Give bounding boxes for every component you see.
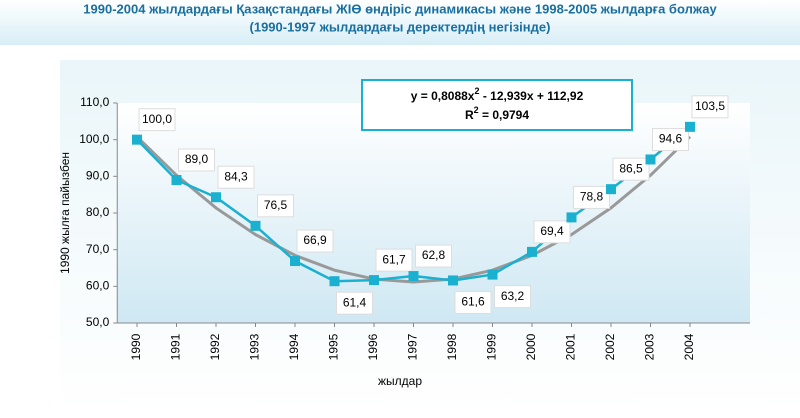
label-box (217, 165, 255, 189)
marker (448, 275, 458, 286)
x-tick-label: 2004 (682, 333, 696, 360)
data-label: 76,5 (264, 198, 288, 212)
y-axis-label: 1990 жылға пайызбен (58, 152, 72, 274)
r2-sup: 2 (474, 105, 479, 115)
marker (290, 256, 300, 267)
label-box (415, 244, 452, 268)
equation-part: y = 0,8088x (411, 89, 475, 103)
marker (685, 121, 695, 132)
marker (408, 271, 419, 282)
marker (487, 269, 498, 280)
r2-part: = 0,9794 (479, 108, 530, 122)
marker (566, 212, 577, 223)
equation-part: - 12,939x + 112,92 (479, 89, 583, 103)
y-tick-label: 110,0 (80, 95, 109, 109)
label-box (494, 285, 531, 309)
data-label: 94,6 (659, 132, 683, 146)
header-bg (0, 0, 800, 45)
x-tick-label: 2001 (564, 333, 578, 360)
data-label: 78,8 (580, 190, 604, 204)
label-box (573, 185, 610, 209)
label-box (138, 108, 176, 132)
marker (171, 175, 182, 185)
marker (606, 184, 616, 195)
y-tick-label: 80,0 (86, 205, 110, 219)
y-tick-label: 60,0 (86, 279, 110, 293)
data-label: 103,5 (695, 99, 725, 113)
label-box (533, 220, 571, 244)
x-tick-label: 1998 (445, 333, 459, 360)
y-tick-label: 90,0 (86, 169, 110, 183)
label-box (375, 248, 413, 272)
r-squared: R2 = 0,9794 (465, 105, 529, 122)
data-label: 100,0 (142, 112, 172, 126)
marker (132, 134, 142, 145)
equation-box (361, 79, 633, 131)
y-tick-label: 100,0 (79, 132, 109, 146)
x-tick-label: 1999 (485, 333, 499, 360)
marker (369, 275, 379, 286)
chart-title: 1990-2004 жылдардағы Қазақстандағы ЖІӨ ө… (83, 1, 717, 16)
y-tick-label: 70,0 (86, 242, 110, 256)
data-label: 66,9 (303, 233, 327, 247)
data-label: 69,4 (540, 224, 564, 238)
x-tick-label: 2003 (643, 333, 657, 360)
x-tick-label: 1990 (129, 333, 143, 360)
data-label: 62,8 (422, 248, 446, 262)
label-box (454, 290, 492, 314)
x-tick-label: 1994 (287, 333, 301, 360)
marker (527, 246, 537, 257)
r2-part: R (465, 108, 474, 122)
marker (211, 192, 221, 203)
x-tick-label: 1995 (327, 333, 341, 360)
label-box (691, 95, 729, 119)
data-label: 84,3 (224, 169, 248, 183)
data-label: 63,2 (501, 289, 525, 303)
trend-line (135, 135, 692, 284)
x-tick-label: 1992 (208, 333, 222, 360)
equation: y = 0,8088x2 - 12,939x + 112,92 (411, 86, 584, 103)
chart-subtitle: (1990-1997 жылдардағы деректердің негізі… (250, 19, 551, 34)
x-axis-label: жылдар (378, 374, 422, 388)
marker (329, 276, 340, 287)
label-box (612, 157, 650, 181)
plot-layer: 50,0 60,0 70,0 80,0 90,0 100,0 110,0 1990 1991 19… (79, 95, 750, 360)
label-box (336, 291, 373, 315)
marker (250, 220, 261, 231)
label-box (652, 127, 689, 151)
x-tick-label: 1991 (169, 333, 183, 360)
label-box (296, 229, 334, 253)
x-tick-label: 1996 (366, 333, 380, 360)
data-label: 86,5 (619, 161, 643, 175)
data-label: 61,7 (382, 252, 406, 266)
equation-sup: 2 (474, 86, 479, 96)
data-label: 61,4 (343, 295, 367, 309)
data-label: 61,6 (461, 295, 485, 309)
x-tick-label: 1997 (406, 333, 420, 360)
data-label: 89,0 (185, 152, 209, 166)
label-box (257, 194, 294, 218)
x-tick-label: 2000 (524, 333, 538, 360)
y-tick-label: 50,0 (86, 315, 110, 329)
x-tick-label: 1993 (248, 333, 262, 360)
label-box (178, 148, 215, 172)
marker (645, 154, 656, 165)
x-tick-label: 2002 (603, 333, 617, 360)
